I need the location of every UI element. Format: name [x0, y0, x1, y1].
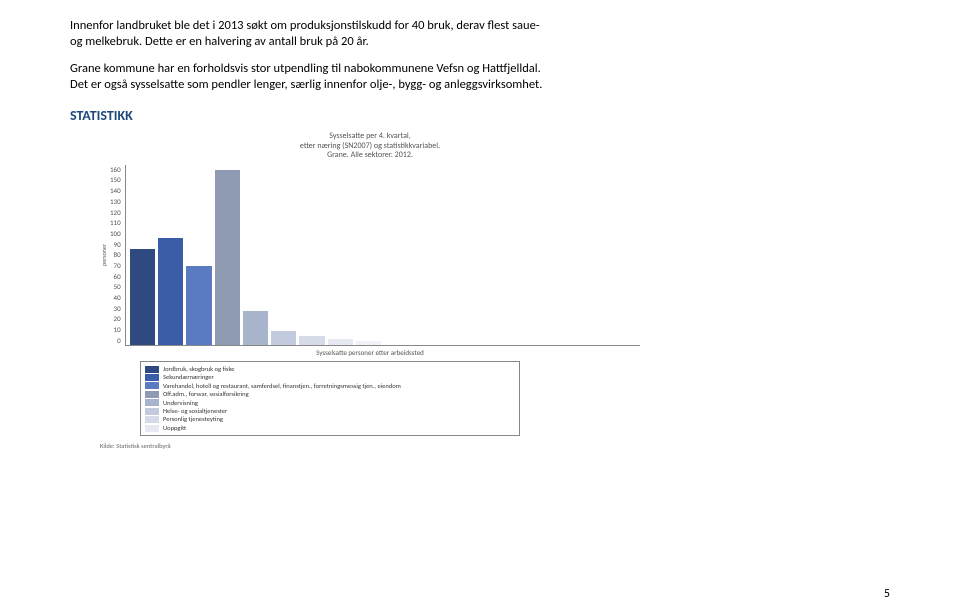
y-axis-ticks: 1601501401301201101009080706050403020100: [110, 165, 125, 345]
legend-swatch: [145, 391, 159, 398]
legend-label: Helse- og sosialtjenester: [163, 407, 227, 415]
legend-swatch: [145, 416, 159, 423]
page-number: 5: [884, 587, 890, 601]
legend-swatch: [145, 382, 159, 389]
paragraph-2: Grane kommune har en forholdsvis stor ut…: [70, 61, 550, 94]
legend-swatch: [145, 374, 159, 381]
y-tick: 80: [114, 250, 121, 259]
y-tick: 150: [110, 175, 121, 184]
section-heading-statistikk: STATISTIKK: [70, 107, 890, 124]
x-axis-label: Sysselsatte personer etter arbeidssted: [100, 348, 640, 357]
chart-title: Sysselsatte per 4. kvartal, etter næring…: [100, 132, 640, 161]
y-tick: 50: [114, 282, 121, 291]
y-tick: 0: [117, 336, 121, 345]
legend-item: Undervisning: [145, 399, 515, 407]
legend-item: Sekundærnæringer: [145, 373, 515, 381]
y-tick: 100: [110, 229, 121, 238]
legend-swatch: [145, 366, 159, 373]
paragraph-1: Innenfor landbruket ble det i 2013 søkt …: [70, 18, 550, 51]
employment-chart: Sysselsatte per 4. kvartal, etter næring…: [100, 132, 640, 450]
legend-label: Uoppgitt: [163, 424, 186, 432]
chart-plot-area: personer 1601501401301201101009080706050…: [100, 165, 640, 346]
document-page: Innenfor landbruket ble det i 2013 søkt …: [0, 0, 960, 611]
y-tick: 120: [110, 208, 121, 217]
y-axis-label: personer: [100, 244, 108, 266]
bar: [271, 331, 296, 345]
bar: [130, 249, 155, 345]
y-tick: 110: [110, 218, 121, 227]
y-tick: 30: [114, 304, 121, 313]
y-tick: 130: [110, 197, 121, 206]
bar-plot: [125, 165, 640, 346]
legend-item: Personlig tjenesteyting: [145, 415, 515, 423]
y-tick: 90: [114, 240, 121, 249]
legend-label: Sekundærnæringer: [163, 373, 214, 381]
bar: [299, 336, 324, 345]
bar: [186, 266, 211, 345]
y-tick: 10: [114, 325, 121, 334]
legend-swatch: [145, 425, 159, 432]
legend-label: Varehandel, hotell og restaurant, samfer…: [163, 382, 401, 390]
y-tick: 160: [110, 165, 121, 174]
legend-item: Varehandel, hotell og restaurant, samfer…: [145, 382, 515, 390]
legend-item: Jordbruk, skogbruk og fiske: [145, 365, 515, 373]
chart-source: Kilde: Statistisk sentralbyrå: [100, 442, 640, 450]
bar: [215, 170, 240, 344]
y-tick: 40: [114, 293, 121, 302]
bar: [158, 238, 183, 345]
y-tick: 70: [114, 261, 121, 270]
bar: [328, 339, 353, 345]
legend-item: Uoppgitt: [145, 424, 515, 432]
legend-swatch: [145, 408, 159, 415]
legend-label: Undervisning: [163, 399, 198, 407]
y-tick: 140: [110, 186, 121, 195]
bar: [356, 341, 381, 344]
chart-legend: Jordbruk, skogbruk og fiskeSekundærnærin…: [140, 361, 520, 437]
legend-label: Jordbruk, skogbruk og fiske: [163, 365, 234, 373]
chart-title-line: Grane. Alle sektorer. 2012.: [100, 151, 640, 161]
y-tick: 60: [114, 272, 121, 281]
y-tick: 20: [114, 314, 121, 323]
legend-item: Off.adm., forsvar, sosialforsikring: [145, 390, 515, 398]
legend-swatch: [145, 399, 159, 406]
legend-label: Personlig tjenesteyting: [163, 415, 223, 423]
legend-label: Off.adm., forsvar, sosialforsikring: [163, 390, 249, 398]
legend-item: Helse- og sosialtjenester: [145, 407, 515, 415]
bar: [243, 311, 268, 345]
